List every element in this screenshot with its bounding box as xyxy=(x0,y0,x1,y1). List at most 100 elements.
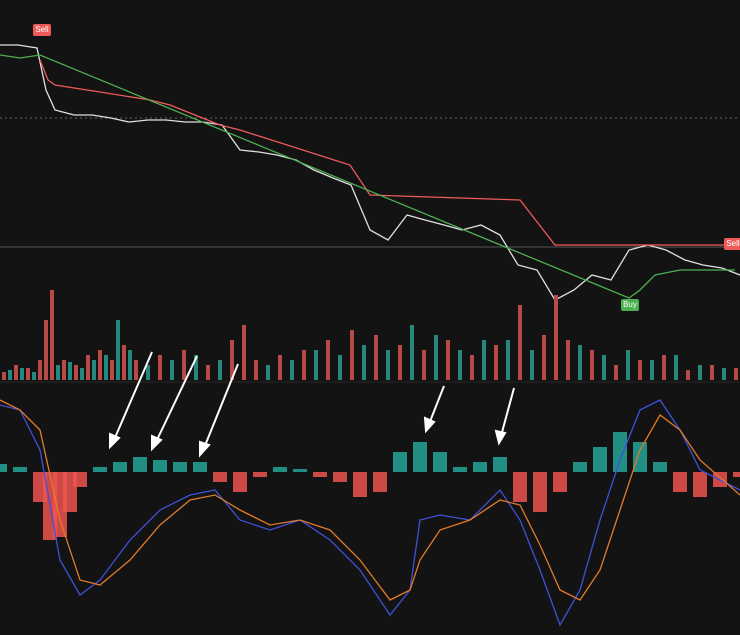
histogram-bar xyxy=(673,472,687,492)
volume-bar xyxy=(674,355,678,380)
volume-bar xyxy=(170,360,174,380)
series-line xyxy=(0,399,740,601)
histogram-bar xyxy=(333,472,347,482)
volume-bar xyxy=(614,365,618,380)
volume-bar xyxy=(230,340,234,380)
histogram-bar xyxy=(453,467,467,472)
volume-bar xyxy=(698,365,702,380)
histogram-bar xyxy=(153,460,167,472)
volume-bar xyxy=(194,355,198,380)
volume-bar xyxy=(26,368,30,380)
volume-bar xyxy=(434,335,438,380)
volume-bar xyxy=(92,360,96,380)
histogram-bar xyxy=(493,457,507,472)
volume-bar xyxy=(518,305,522,380)
volume-bar xyxy=(470,355,474,380)
arrows xyxy=(109,351,515,458)
volume-bar xyxy=(662,355,666,380)
volume-bar xyxy=(350,330,354,380)
volume-bar xyxy=(158,355,162,380)
volume-bar xyxy=(722,368,726,380)
volume-bar xyxy=(530,350,534,380)
series-line xyxy=(0,54,735,299)
series-line xyxy=(0,44,740,301)
histogram-bar xyxy=(413,442,427,472)
volume-bar xyxy=(482,340,486,380)
histogram-bar xyxy=(553,472,567,492)
volume-bar xyxy=(56,365,60,380)
volume-bar xyxy=(122,345,126,380)
histogram-bar xyxy=(373,472,387,492)
histogram-bar xyxy=(0,464,7,472)
volume-bar xyxy=(566,340,570,380)
volume-bar xyxy=(386,350,390,380)
histogram-bar xyxy=(433,452,447,472)
volume-bar xyxy=(2,372,6,380)
histogram-bar xyxy=(653,462,667,472)
volume-bar xyxy=(362,345,366,380)
volume-bar xyxy=(710,365,714,380)
histogram-bar xyxy=(133,457,147,472)
signal-badge xyxy=(621,299,639,311)
histogram-bar xyxy=(393,452,407,472)
histogram-bar xyxy=(253,472,267,477)
volume-bar xyxy=(458,350,462,380)
volume-bar xyxy=(398,345,402,380)
volume-bar xyxy=(542,335,546,380)
volume-bar xyxy=(86,355,90,380)
volume-bar xyxy=(734,368,738,380)
volume-bar xyxy=(290,360,294,380)
volume-bar xyxy=(50,290,54,380)
volume-bar xyxy=(506,340,510,380)
volume-bar xyxy=(98,350,102,380)
histogram-bar xyxy=(193,462,207,472)
histogram-bar xyxy=(613,432,627,472)
series-line xyxy=(0,399,740,627)
volume-bar xyxy=(68,362,72,380)
histogram-bar xyxy=(513,472,527,502)
volume-bar xyxy=(314,350,318,380)
histogram-bar xyxy=(313,472,327,477)
histogram-bar xyxy=(73,472,87,487)
volume-bar xyxy=(686,370,690,380)
volume-bar xyxy=(266,365,270,380)
volume-bar xyxy=(134,360,138,380)
volume-bar xyxy=(8,370,12,380)
volume-bar xyxy=(62,360,66,380)
histogram-bar xyxy=(273,467,287,472)
volume-bar xyxy=(326,340,330,380)
volume-bar xyxy=(494,345,498,380)
volume-bar xyxy=(374,335,378,380)
histogram-bar xyxy=(293,469,307,472)
volume-bar xyxy=(38,360,42,380)
volume-bar xyxy=(626,350,630,380)
volume-bar xyxy=(554,295,558,380)
histogram-bar xyxy=(693,472,707,497)
signal-badge xyxy=(33,24,51,36)
volume-bar xyxy=(410,325,414,380)
volume-bar xyxy=(44,320,48,380)
histogram-bar xyxy=(533,472,547,512)
histogram-bar xyxy=(593,447,607,472)
histogram-bar xyxy=(633,442,647,472)
volume-bar xyxy=(602,355,606,380)
volume-bar xyxy=(338,355,342,380)
volume-bar xyxy=(638,360,642,380)
volume-bar xyxy=(74,365,78,380)
volume-bar xyxy=(104,355,108,380)
histogram-bar xyxy=(733,472,740,477)
volume-bar xyxy=(128,350,132,380)
signal-label: Sell xyxy=(35,25,49,34)
volume-bar xyxy=(446,340,450,380)
volume-bar xyxy=(116,320,120,380)
signal-label: Buy xyxy=(623,300,637,309)
volume-bar xyxy=(20,368,24,380)
volume-bar xyxy=(650,360,654,380)
volume-bar xyxy=(578,345,582,380)
volume-bar xyxy=(302,350,306,380)
signal-label: Sell xyxy=(726,239,740,248)
histogram-bar xyxy=(233,472,247,492)
